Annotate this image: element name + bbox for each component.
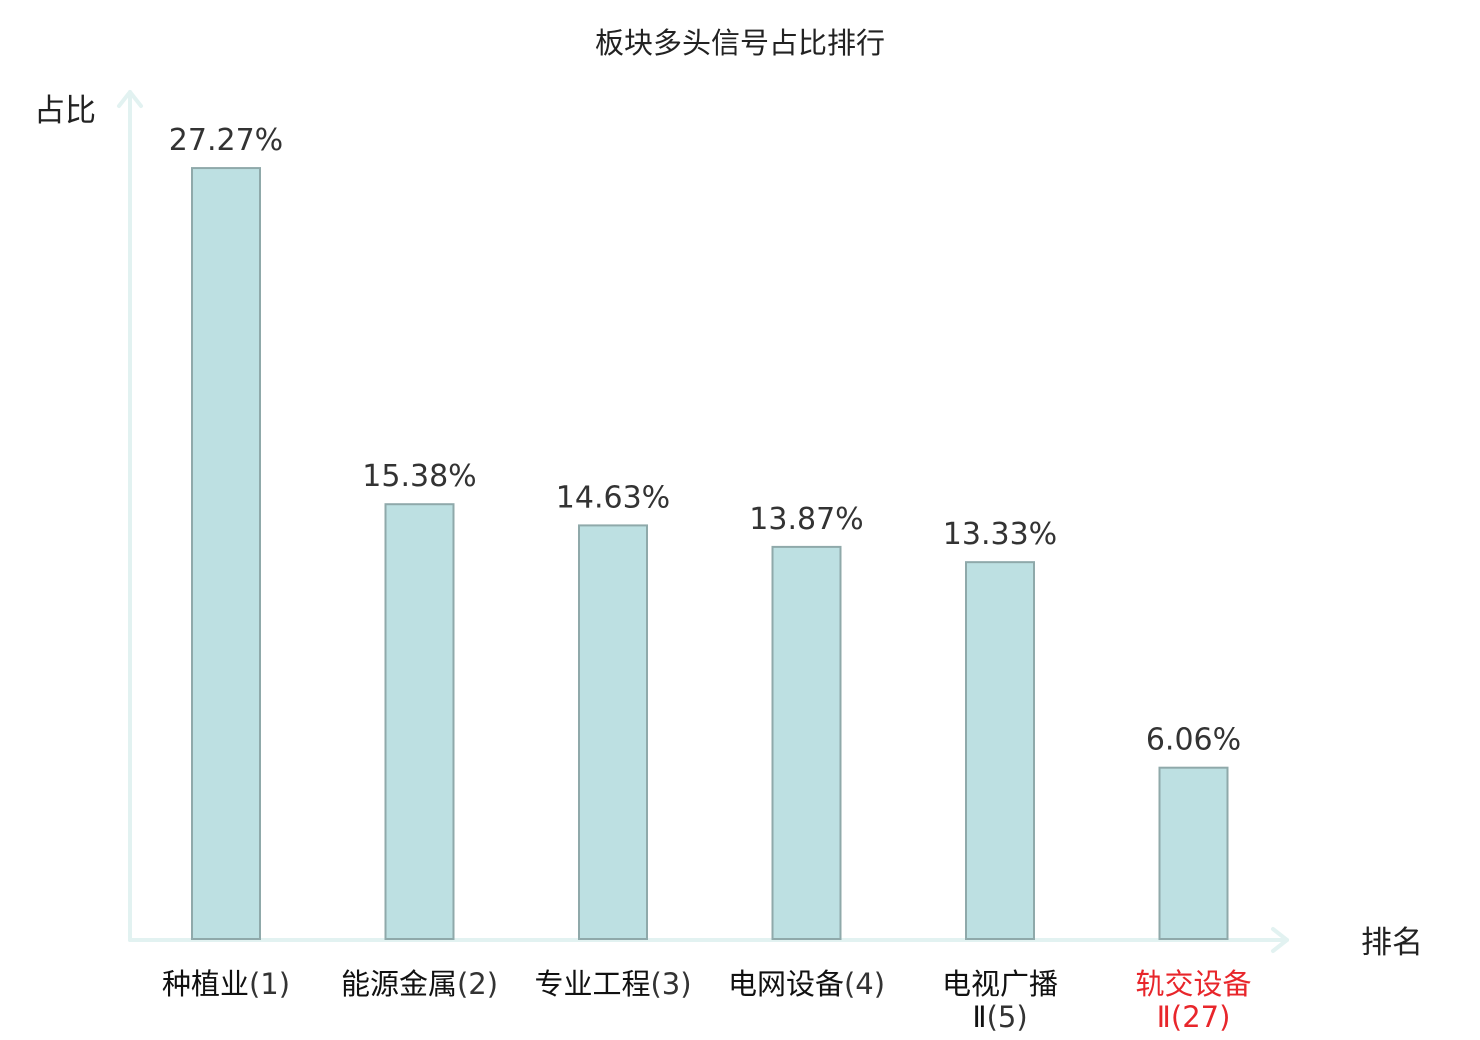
- category-label-1: 种植业(1): [162, 967, 290, 1001]
- category-name-2-line-1: 能源金属: [341, 967, 457, 1001]
- bar-6: [1158, 766, 1229, 940]
- category-rank-3: (3): [650, 967, 691, 1001]
- chart-title: 板块多头信号占比排行: [595, 26, 885, 60]
- x-axis-label: 排名: [1361, 925, 1423, 961]
- value-label-3: 14.63%: [556, 480, 670, 515]
- category-rank-2: (2): [457, 967, 498, 1001]
- value-label-6: 6.06%: [1146, 723, 1241, 758]
- category-label-2: 能源金属(2): [341, 967, 498, 1001]
- category-rank-1: (1): [249, 967, 290, 1001]
- category-name-5-line-2: Ⅱ: [972, 1000, 986, 1034]
- category-name-1-line-1: 种植业: [162, 967, 249, 1001]
- category-name-6-line-1: 轨交设备: [1135, 967, 1251, 1001]
- value-label-5: 13.33%: [943, 517, 1057, 552]
- category-rank-4: (4): [844, 967, 885, 1001]
- category-name-6-line-2: Ⅱ: [1157, 1000, 1171, 1034]
- bar-5: [965, 561, 1035, 940]
- category-name-4-line-1: 电网设备: [728, 967, 844, 1001]
- value-label-2: 15.38%: [362, 459, 476, 494]
- bar-1: [191, 167, 261, 941]
- bars-group: [191, 167, 1229, 941]
- category-name-5-line-1: 电视广播: [942, 967, 1058, 1001]
- category-label-6: 轨交设备 Ⅱ(27): [1135, 967, 1251, 1034]
- category-label-4: 电网设备(4): [728, 967, 885, 1001]
- category-rank-6: (27): [1171, 1000, 1231, 1034]
- category-label-3: 专业工程(3): [534, 967, 691, 1001]
- category-rank-5: (5): [987, 1000, 1028, 1034]
- y-axis-arrow: [117, 90, 143, 108]
- axes: [117, 90, 1289, 953]
- category-name-3-line-1: 专业工程: [534, 967, 650, 1001]
- bar-4: [771, 545, 842, 940]
- category-labels-group: 种植业(1) 能源金属(2) 专业工程(3) 电网设备(4) 电视广播 Ⅱ(5)轨交设备 Ⅱ…: [162, 967, 1252, 1034]
- x-axis-arrow: [1271, 927, 1289, 953]
- bar-3: [578, 524, 648, 940]
- value-label-1: 27.27%: [169, 123, 283, 158]
- category-label-5: 电视广播 Ⅱ(5): [942, 967, 1058, 1034]
- y-axis-label: 占比: [34, 93, 96, 129]
- value-labels-group: 27.27% 15.38% 14.63% 13.87% 13.33% 6.06%: [169, 123, 1241, 758]
- value-label-4: 13.87%: [749, 502, 863, 537]
- bar-2: [384, 503, 455, 940]
